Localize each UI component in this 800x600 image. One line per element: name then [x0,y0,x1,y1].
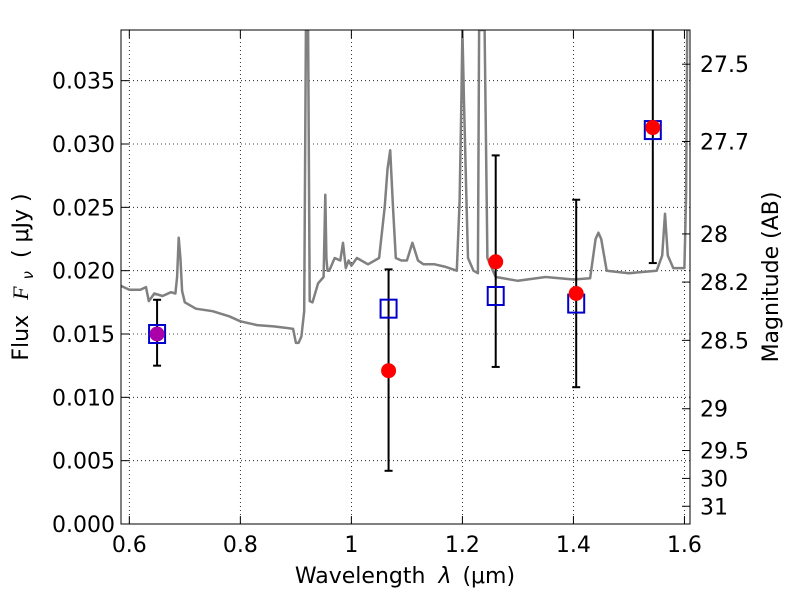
y-tick-label: 0.025 [52,196,115,221]
x-tick-label: 1 [344,533,358,558]
x-tick-label: 1.2 [445,533,480,558]
magnitude-tick-label: 29.5 [700,440,749,465]
y-tick-label: 0.035 [52,70,115,95]
model-point [148,324,167,344]
magnitude-tick-label: 29 [700,398,728,423]
x-axis-ticks: 0.6 0.8 1 1.2 1.4 1.6 [112,30,702,558]
magnitude-tick-label: 27.5 [700,53,749,78]
plot-frame [120,29,691,525]
y-axis-label-unit: ( μJy ) [9,193,34,258]
observed-point [488,254,504,270]
model-point [379,298,398,319]
x-axis-label-lambda: λ [437,564,451,589]
x-axis-label: Wavelength λ (μm) [295,564,515,589]
template-spectrum-line [121,30,689,345]
magnitude-tick-label: 28 [700,223,728,248]
magnitude-tick-label: 27.7 [700,130,749,155]
observed-point [149,326,165,342]
observed-point [645,120,661,136]
observed-points-layer [149,120,661,379]
y-axis-label: Flux F ν ( μJy ) [8,193,39,360]
x-tick-label: 0.8 [223,533,258,558]
observed-point [381,363,397,379]
x-tick-label: 0.6 [112,533,147,558]
y-axis-label-main: Flux [9,315,34,361]
y-tick-label: 0.020 [52,260,115,285]
x-axis-label-unit: (μm) [462,564,515,589]
magnitude-tick-label: 28.5 [700,329,749,354]
magnitude-axis-label: Magnitude (AB) [759,192,784,363]
errorbar-layer [153,30,657,472]
y-axis-label-symbol: F [8,286,33,301]
magnitude-tick-label: 28.2 [700,271,749,296]
y-tick-label: 0.030 [52,133,115,158]
y-tick-label: 0.010 [52,386,115,411]
y-axis-label-subscript: ν [19,271,37,279]
y-axis-ticks: 0.000 0.005 0.010 0.015 0.020 0.025 0.030 0.035 [52,70,129,538]
x-tick-label: 1.4 [556,533,591,558]
magnitude-axis-ticks: 27.5 27.7 28 28.2 28.5 29 29.530 31 [682,53,749,520]
grid [121,30,690,525]
magnitude-tick-label: 31 [700,495,728,520]
observed-point [568,285,584,301]
model-point [486,286,505,306]
magnitude-tick-label: 30 [700,467,728,492]
y-tick-label: 0.005 [52,450,115,475]
x-axis-label-main: Wavelength [295,564,426,589]
model-points-layer [148,120,662,344]
y-tick-label: 0.000 [52,513,115,538]
y-tick-label: 0.015 [52,323,115,348]
x-tick-label: 1.6 [667,533,702,558]
template-spectrum-layer [121,30,689,345]
